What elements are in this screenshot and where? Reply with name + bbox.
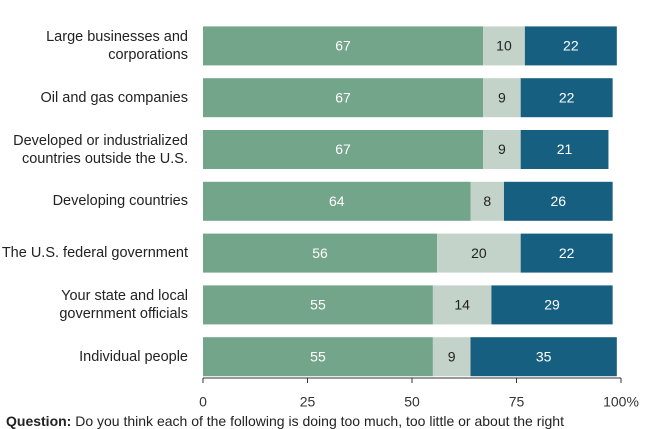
value-label: 20 <box>471 245 487 261</box>
bar-segment <box>203 181 471 221</box>
bar-segment <box>483 78 521 118</box>
bar-segment <box>203 233 438 273</box>
value-label: 35 <box>536 348 552 364</box>
bar-segment <box>432 285 492 325</box>
category-label: Your state and local government official… <box>59 287 188 322</box>
bar-segment <box>437 233 521 273</box>
x-tick-label: 75 <box>509 394 525 410</box>
bar-segment <box>483 26 525 66</box>
bar-segment <box>203 337 433 377</box>
bar-segment <box>524 26 617 66</box>
value-label: 64 <box>329 193 345 209</box>
value-label: 55 <box>310 297 326 313</box>
value-label: 67 <box>335 38 351 54</box>
bar-segment <box>203 130 484 169</box>
bar-segment <box>203 78 484 118</box>
bar-segment <box>432 337 471 377</box>
x-tick-label: 50 <box>404 394 420 410</box>
bar-segment <box>470 337 617 377</box>
category-label: The U.S. federal government <box>1 245 188 262</box>
bar-segment <box>503 181 613 221</box>
value-label: 8 <box>483 193 491 209</box>
value-label: 22 <box>559 89 575 105</box>
value-label: 26 <box>551 193 567 209</box>
value-label: 56 <box>312 245 328 261</box>
value-label: 67 <box>335 89 351 105</box>
x-tick-label: 0 <box>199 394 207 410</box>
bar-segment <box>520 130 609 169</box>
x-tick-label: 100% <box>603 394 639 410</box>
x-tick-label: 25 <box>300 394 316 410</box>
value-label: 22 <box>563 38 579 54</box>
value-label: 21 <box>557 141 573 157</box>
value-label: 22 <box>559 245 575 261</box>
bar-segment <box>483 130 521 169</box>
bar-segment <box>520 78 613 118</box>
category-label: Developed or industrialized countries ou… <box>13 132 188 167</box>
question: Question: Do you think each of the follo… <box>6 413 564 429</box>
value-label: 9 <box>448 348 456 364</box>
bar-segment <box>203 26 484 66</box>
value-label: 29 <box>544 297 560 313</box>
value-label: 55 <box>310 348 326 364</box>
category-label: Individual people <box>79 348 188 365</box>
question-label: Question: <box>6 413 72 429</box>
bar-segment <box>470 181 504 221</box>
value-label: 9 <box>498 89 506 105</box>
bar-segment <box>203 285 433 325</box>
value-label: 67 <box>335 141 351 157</box>
bar-segment <box>491 285 613 325</box>
value-label: 14 <box>454 297 470 313</box>
category-label: Oil and gas companies <box>40 89 189 106</box>
category-label: Large businesses and corporations <box>46 28 188 63</box>
category-label: Developing countries <box>52 193 188 210</box>
value-label: 10 <box>496 38 512 54</box>
question-text: Do you think each of the following is do… <box>75 413 564 429</box>
bar-segment <box>520 233 613 273</box>
value-label: 9 <box>498 141 506 157</box>
